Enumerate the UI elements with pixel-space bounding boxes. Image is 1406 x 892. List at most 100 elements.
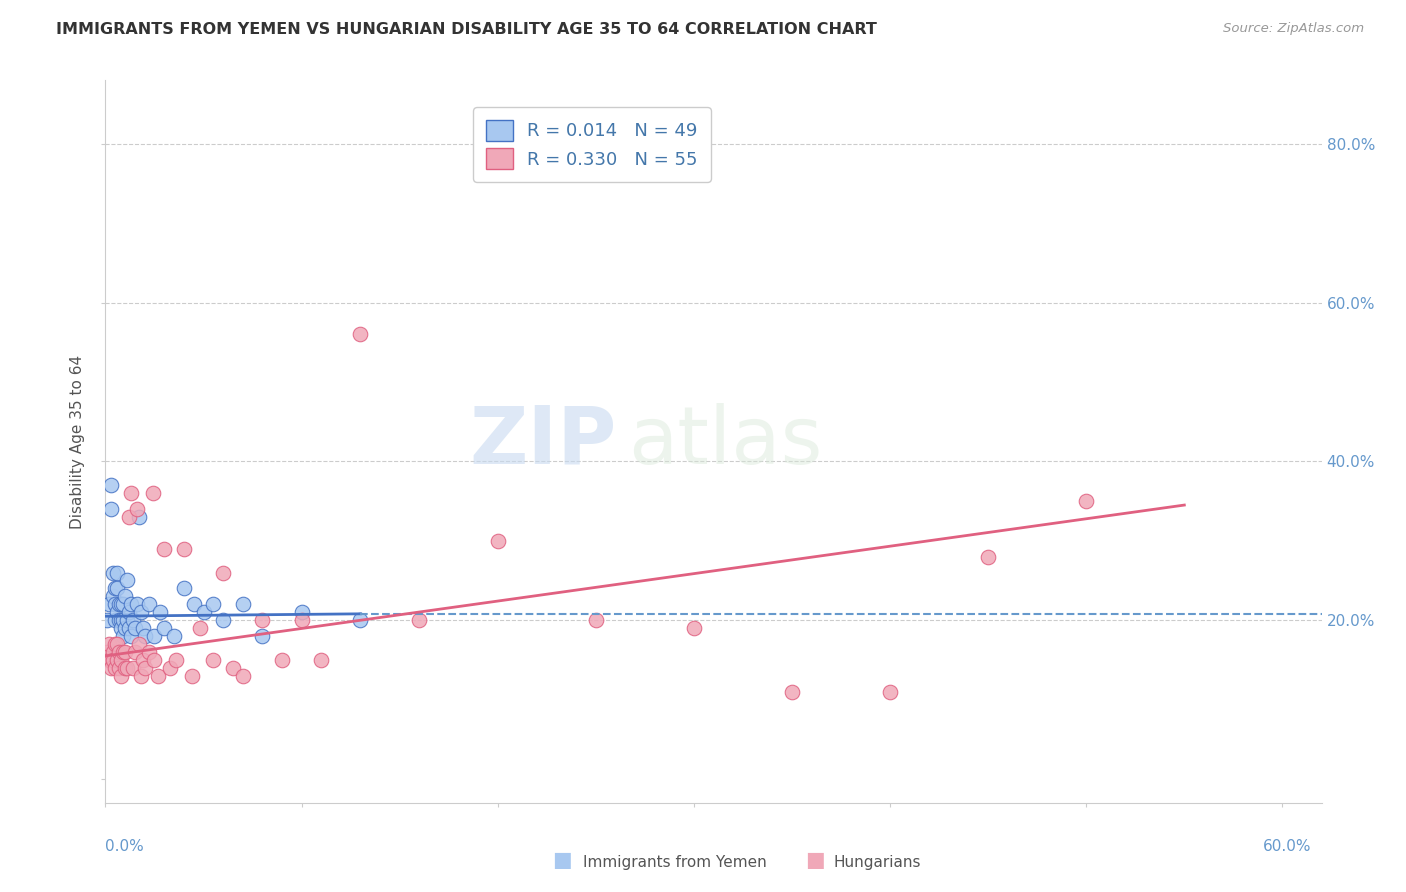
Point: [183, 597, 205, 611]
Point: [108, 613, 131, 627]
Point: [105, 637, 128, 651]
Point: [188, 621, 211, 635]
Point: [349, 327, 371, 342]
Point: [105, 582, 128, 596]
Point: [122, 613, 145, 627]
Point: [173, 541, 195, 556]
Point: [104, 582, 127, 596]
Point: [153, 621, 176, 635]
Point: [148, 669, 170, 683]
Point: [125, 597, 148, 611]
Point: [118, 605, 141, 619]
Point: [115, 574, 138, 588]
Point: [103, 653, 125, 667]
Point: [105, 605, 128, 619]
Point: [104, 613, 127, 627]
Text: Source: ZipAtlas.com: Source: ZipAtlas.com: [1223, 22, 1364, 36]
Point: [112, 613, 135, 627]
Point: [112, 597, 135, 611]
Point: [879, 684, 901, 698]
Point: [212, 566, 235, 580]
Point: [291, 613, 314, 627]
Point: [114, 621, 136, 635]
Point: [100, 661, 122, 675]
Point: [112, 645, 135, 659]
Point: [202, 597, 225, 611]
Point: [132, 621, 155, 635]
Point: [271, 653, 294, 667]
Point: [173, 582, 195, 596]
Point: [114, 590, 136, 604]
Point: [408, 613, 430, 627]
Point: [977, 549, 1000, 564]
Text: Hungarians: Hungarians: [834, 855, 921, 870]
Point: [100, 502, 122, 516]
Point: [108, 645, 131, 659]
Point: [114, 661, 136, 675]
Point: [120, 629, 142, 643]
Point: [129, 605, 152, 619]
Point: [114, 645, 136, 659]
Point: [232, 669, 254, 683]
Point: [252, 629, 274, 643]
Text: ■: ■: [553, 850, 572, 870]
Point: [780, 684, 803, 698]
Point: [100, 478, 122, 492]
Point: [180, 669, 202, 683]
Point: [108, 597, 131, 611]
Point: [138, 597, 160, 611]
Point: [110, 621, 132, 635]
Point: [104, 637, 127, 651]
Point: [118, 621, 141, 635]
Point: [153, 541, 176, 556]
Point: [134, 629, 156, 643]
Point: [193, 605, 215, 619]
Y-axis label: Disability Age 35 to 64: Disability Age 35 to 64: [70, 354, 86, 529]
Point: [222, 661, 245, 675]
Point: [103, 566, 125, 580]
Point: [105, 653, 128, 667]
Point: [118, 510, 141, 524]
Point: [486, 533, 509, 548]
Point: [683, 621, 706, 635]
Text: 60.0%: 60.0%: [1264, 838, 1312, 854]
Point: [202, 653, 225, 667]
Text: 0.0%: 0.0%: [105, 838, 145, 854]
Point: [98, 637, 121, 651]
Point: [252, 613, 274, 627]
Legend: R = 0.014   N = 49, R = 0.330   N = 55: R = 0.014 N = 49, R = 0.330 N = 55: [474, 107, 710, 182]
Text: atlas: atlas: [628, 402, 823, 481]
Point: [100, 653, 122, 667]
Point: [129, 669, 152, 683]
Point: [143, 629, 166, 643]
Point: [120, 486, 142, 500]
Point: [128, 510, 150, 524]
Point: [110, 669, 132, 683]
Point: [143, 653, 166, 667]
Point: [115, 613, 138, 627]
Point: [110, 653, 132, 667]
Point: [132, 653, 155, 667]
Point: [110, 613, 132, 627]
Point: [128, 637, 150, 651]
Point: [103, 590, 125, 604]
Point: [309, 653, 332, 667]
Point: [103, 645, 125, 659]
Point: [1076, 494, 1098, 508]
Point: [98, 653, 121, 667]
Point: [212, 613, 235, 627]
Point: [349, 613, 371, 627]
Point: [96, 613, 118, 627]
Point: [138, 645, 160, 659]
Point: [232, 597, 254, 611]
Point: [115, 661, 138, 675]
Point: [159, 661, 181, 675]
Point: [585, 613, 607, 627]
Point: [149, 605, 172, 619]
Point: [105, 566, 128, 580]
Point: [96, 645, 118, 659]
Text: Immigrants from Yemen: Immigrants from Yemen: [583, 855, 768, 870]
Point: [120, 597, 142, 611]
Point: [291, 605, 314, 619]
Point: [110, 597, 132, 611]
